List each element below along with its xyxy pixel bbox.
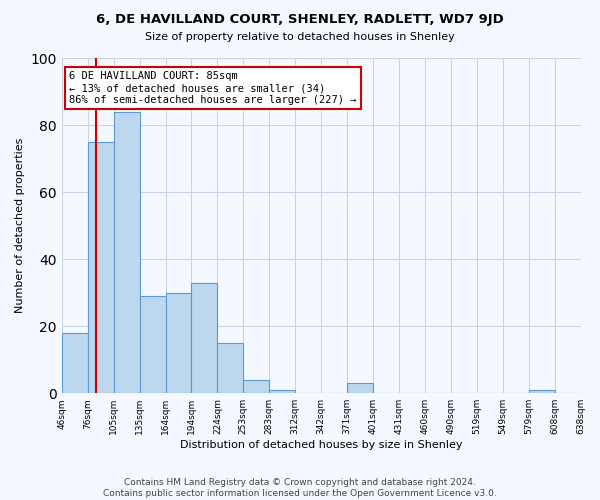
Bar: [113, 112, 140, 393]
Bar: [244, 380, 269, 393]
Bar: [140, 296, 166, 393]
Bar: [62, 333, 88, 393]
Bar: [529, 390, 554, 393]
Y-axis label: Number of detached properties: Number of detached properties: [15, 138, 25, 314]
Text: Size of property relative to detached houses in Shenley: Size of property relative to detached ho…: [145, 32, 455, 42]
Text: Contains HM Land Registry data © Crown copyright and database right 2024.
Contai: Contains HM Land Registry data © Crown c…: [103, 478, 497, 498]
Bar: [217, 343, 244, 393]
Bar: [88, 142, 113, 393]
Text: 6, DE HAVILLAND COURT, SHENLEY, RADLETT, WD7 9JD: 6, DE HAVILLAND COURT, SHENLEY, RADLETT,…: [96, 12, 504, 26]
Bar: [347, 383, 373, 393]
Text: 6 DE HAVILLAND COURT: 85sqm
← 13% of detached houses are smaller (34)
86% of sem: 6 DE HAVILLAND COURT: 85sqm ← 13% of det…: [69, 72, 356, 104]
Bar: [166, 292, 191, 393]
Bar: [269, 390, 295, 393]
Bar: [191, 282, 217, 393]
X-axis label: Distribution of detached houses by size in Shenley: Distribution of detached houses by size …: [180, 440, 463, 450]
